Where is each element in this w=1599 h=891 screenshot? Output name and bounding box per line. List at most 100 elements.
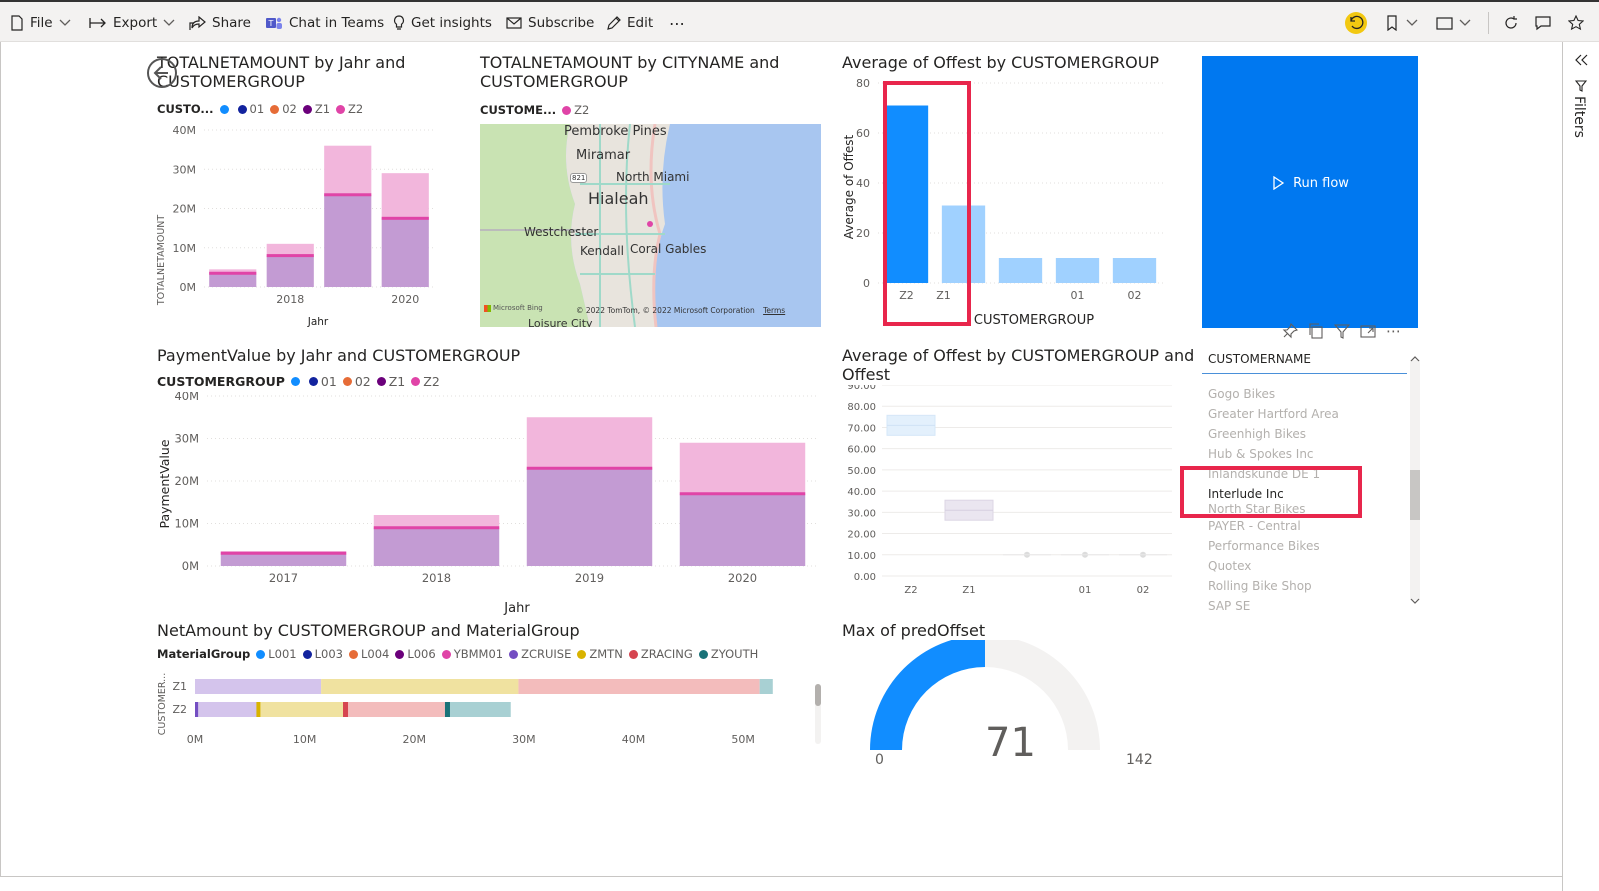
slicer-scroll-thumb[interactable]	[1410, 470, 1420, 520]
canvas-border	[0, 876, 1562, 877]
chart-scroll-thumb[interactable]	[815, 684, 821, 706]
share-button[interactable]: Share	[189, 12, 251, 34]
bar-segment-z1	[526, 468, 653, 566]
edit-button[interactable]: Edit	[606, 12, 653, 34]
bar-divider	[324, 193, 372, 197]
bar-divider	[266, 254, 314, 258]
scatter-chart: 90.00 80.00 70.00 60.00 50.00 40.00 30.00 20.00…	[847, 385, 1172, 596]
list-item[interactable]: Inlandskunde DE 1	[1208, 467, 1321, 481]
export-menu[interactable]: Export	[89, 12, 181, 34]
refresh-button[interactable]	[1503, 12, 1519, 34]
filters-pane[interactable]	[1562, 42, 1599, 891]
bar-divider	[381, 216, 429, 220]
chart-legend: CUSTO... 01 02 Z1 Z2	[157, 102, 364, 116]
list-item[interactable]: Gogo Bikes	[1208, 387, 1276, 401]
legend-item: L004	[348, 647, 389, 661]
bar-segment-z1	[220, 553, 347, 566]
run-flow-button[interactable]: Run flow	[1202, 56, 1418, 328]
file-icon	[11, 15, 23, 31]
axis-title-y: CUSTOMER...	[157, 673, 168, 735]
chat-label: Chat in Teams	[289, 15, 385, 31]
filters-label[interactable]: Filters	[1571, 96, 1587, 138]
export-label: Export	[113, 15, 158, 31]
visual-title: NetAmount by CUSTOMERGROUP and MaterialG…	[157, 621, 580, 640]
slicer-header: CUSTOMERNAME	[1202, 348, 1407, 374]
bar-segment-z2	[381, 173, 429, 219]
bar-segment	[198, 702, 259, 717]
bar-segment-z1	[209, 273, 257, 287]
list-item[interactable]: North Star Bikes	[1208, 504, 1306, 516]
y-tick-label: 30M	[174, 432, 199, 446]
y-tick-label: 50.00	[847, 466, 876, 477]
bar-divider	[679, 492, 806, 496]
list-item[interactable]: SAP SE	[1208, 599, 1251, 610]
list-item-selected[interactable]: Interlude Inc	[1208, 487, 1284, 501]
list-item[interactable]: Rolling Bike Shop	[1208, 579, 1312, 593]
customername-slicer[interactable]: CUSTOMERNAME Gogo Bikes Greater Hartford…	[1202, 348, 1420, 610]
bar-segment-z2	[526, 417, 653, 469]
x-tick-label: Z1	[962, 585, 975, 596]
filter-icon	[1575, 80, 1587, 92]
legend-item: Z2	[336, 102, 363, 116]
x-tick-label: Z1	[936, 289, 951, 302]
bar-segment	[256, 702, 261, 717]
x-tick-label: 2019	[575, 571, 604, 585]
x-tick-label: 40M	[622, 733, 646, 746]
list-item[interactable]: Greenhigh Bikes	[1208, 427, 1307, 441]
bar-segment	[195, 679, 322, 694]
bookmark-menu[interactable]	[1386, 12, 1418, 34]
list-item[interactable]: PAYER - Central	[1208, 519, 1301, 533]
bar	[1055, 258, 1100, 283]
terms-link[interactable]: Terms	[763, 306, 786, 315]
more-options-button[interactable]: ⋯	[669, 12, 685, 34]
comment-button[interactable]	[1535, 12, 1551, 34]
toolbar-divider	[1488, 12, 1489, 34]
reset-button[interactable]	[1344, 12, 1368, 34]
map-canvas[interactable]: Pembroke Pines Miramar North Miami Hiale…	[480, 124, 821, 327]
more-options-icon[interactable]: ⋯	[1386, 322, 1401, 340]
chat-in-teams-button[interactable]: T Chat in Teams	[265, 12, 384, 34]
filter-icon[interactable]	[1334, 323, 1350, 339]
share-label: Share	[212, 15, 251, 31]
bar-segment-z2	[679, 442, 806, 494]
view-icon	[1436, 16, 1453, 30]
pin-icon[interactable]	[1282, 323, 1298, 339]
focus-mode-icon[interactable]	[1360, 323, 1376, 339]
y-tick-label: 10.00	[847, 551, 876, 562]
visual-title: Average of Offest by CUSTOMERGROUP	[842, 53, 1160, 72]
y-tick-label: 60.00	[847, 445, 876, 456]
more-icon: ⋯	[669, 13, 685, 33]
list-item[interactable]: Greater Hartford Area	[1208, 407, 1339, 421]
file-menu[interactable]: File	[10, 12, 77, 34]
subscribe-button[interactable]: Subscribe	[506, 12, 594, 34]
bar-segment	[343, 702, 349, 717]
bar	[1112, 258, 1157, 283]
view-menu[interactable]	[1436, 12, 1471, 34]
collapse-chevrons-icon[interactable]	[1574, 54, 1588, 66]
visual-title: TOTALNETAMOUNT by CITYNAME and CUSTOMERG…	[480, 53, 780, 91]
y-tick-label: 40M	[173, 124, 197, 137]
refresh-icon	[1505, 16, 1517, 29]
mail-icon	[506, 17, 522, 29]
copy-icon[interactable]	[1308, 323, 1324, 339]
chevron-down-icon	[59, 19, 71, 26]
chevron-down-icon[interactable]	[1410, 597, 1420, 605]
get-insights-button[interactable]: Get insights	[393, 12, 492, 34]
run-flow-label: Run flow	[1293, 175, 1349, 191]
y-tick-label: 10M	[173, 242, 197, 255]
back-arrow-icon[interactable]	[146, 57, 178, 89]
chevron-up-icon[interactable]	[1410, 355, 1420, 363]
map-label: Kendall	[580, 244, 624, 258]
pencil-icon	[607, 15, 621, 30]
axis-title-x: Jahr	[307, 316, 329, 328]
list-item[interactable]: Hub & Spokes Inc	[1208, 447, 1314, 461]
svg-text:T: T	[268, 19, 274, 28]
toolbar: File Export Share T Chat in Teams Get in…	[0, 0, 1599, 42]
slicer-list[interactable]: Gogo Bikes Greater Hartford Area Greenhi…	[1202, 374, 1407, 610]
highlight-box	[883, 81, 971, 326]
x-tick-label: 30M	[512, 733, 536, 746]
favorite-button[interactable]	[1568, 12, 1584, 34]
legend-item: ZMTN	[577, 647, 623, 661]
list-item[interactable]: Quotex	[1208, 559, 1252, 573]
list-item[interactable]: Performance Bikes	[1208, 539, 1320, 553]
